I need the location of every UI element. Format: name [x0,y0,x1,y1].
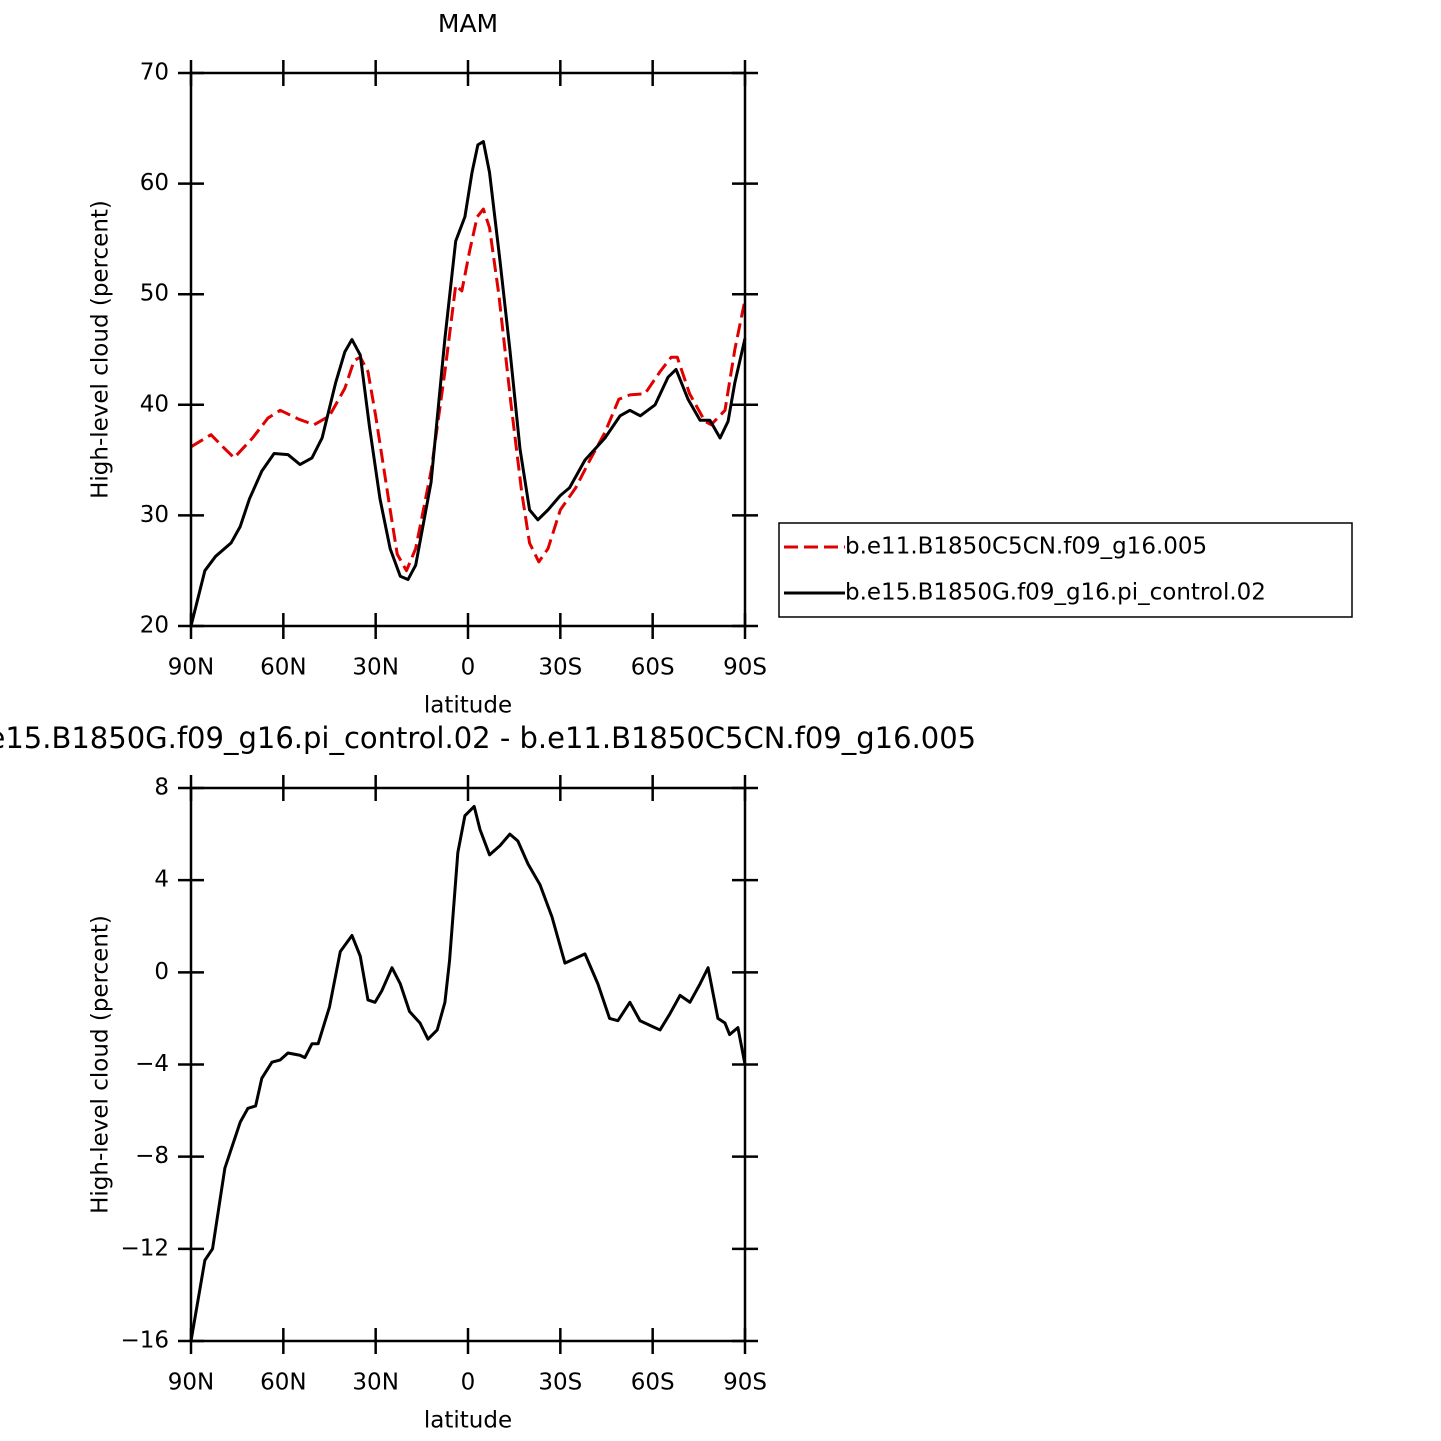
y-tick-label: 40 [140,391,169,417]
legend-box [778,522,1353,618]
y-tick-label: 20 [140,613,169,639]
y-tick-label: −4 [135,1051,169,1077]
x-tick-label: 30N [352,655,398,681]
x-tick-label: 90N [168,655,214,681]
y-tick-label: −12 [120,1235,169,1261]
legend-label: b.e15.B1850G.f09_g16.pi_control.02 [845,580,1266,606]
data-line [189,140,747,627]
data-line [189,804,747,1342]
y-tick-label: 60 [140,170,169,196]
x-tick-label: 0 [461,1370,476,1396]
y-tick-label: −8 [135,1143,169,1169]
x-axis-label: latitude [424,1408,512,1434]
x-tick-label: 30S [538,655,582,681]
x-tick-label: 90S [723,655,767,681]
y-tick-label: 30 [140,502,169,528]
x-tick-label: 90N [168,1370,214,1396]
plot-frame [189,71,747,628]
x-tick-label: 0 [461,655,476,681]
legend-label: b.e11.B1850C5CN.f09_g16.005 [845,534,1207,560]
x-tick-label: 60N [260,1370,306,1396]
y-axis-label: High-level cloud (percent) [88,200,114,499]
plot-frame [189,786,747,1343]
chart-title: MAM [438,9,498,38]
y-tick-label: 50 [140,281,169,307]
y-tick-label: 0 [154,959,169,985]
data-line [190,207,747,573]
x-tick-label: 90S [723,1370,767,1396]
chart-title: b.e15.B1850G.f09_g16.pi_control.02 - b.e… [0,721,976,755]
y-tick-label: 4 [154,867,169,893]
y-tick-label: 8 [154,775,169,801]
x-tick-label: 60S [631,655,675,681]
x-tick-label: 60N [260,655,306,681]
x-axis-label: latitude [424,693,512,719]
x-tick-label: 30N [352,1370,398,1396]
y-tick-label: −16 [120,1328,169,1354]
y-axis-label: High-level cloud (percent) [88,915,114,1214]
x-tick-label: 60S [631,1370,675,1396]
y-tick-label: 70 [140,60,169,86]
x-tick-label: 30S [538,1370,582,1396]
